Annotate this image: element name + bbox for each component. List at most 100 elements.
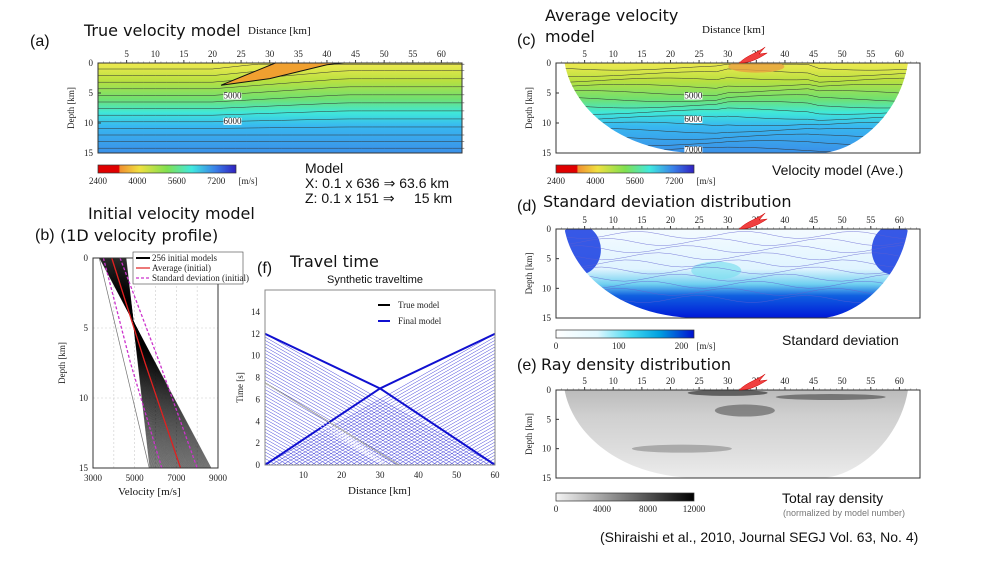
x-tick-label: 5000 — [126, 473, 145, 483]
x-tick-label: 55 — [866, 376, 876, 386]
contour-label: 5000 — [223, 91, 242, 101]
panel-e-frame — [555, 389, 921, 479]
panel-b-plot: 3000 5000 7000 9000 0 5 10 15 Depth [km] 256 init… — [57, 251, 249, 483]
panel-b-xlabel: Velocity [m/s] — [118, 486, 181, 498]
colorbar-tick-label: 2400 — [89, 176, 108, 186]
panel-f-letter: (f) — [257, 260, 273, 277]
panel-a-frame — [97, 62, 463, 154]
y-tick-label: 5 — [547, 414, 552, 424]
panel-e-ylabel: Depth [km] — [524, 413, 534, 455]
colorbar-tick-label: 200 — [675, 341, 689, 351]
final-model-traveltime — [265, 369, 432, 465]
y-tick-label: 12 — [251, 329, 260, 339]
x-tick-label: 25 — [237, 49, 247, 59]
legend-label: Standard deviation (initial) — [152, 273, 249, 283]
initial-model-line — [124, 257, 154, 469]
x-tick-label: 20 — [337, 470, 347, 480]
x-tick-label: 15 — [179, 49, 189, 59]
panel-c-frame — [555, 62, 921, 154]
x-tick-label: 5 — [582, 376, 587, 386]
panel-d-colorbar: 0 100 200 [m/s] — [554, 329, 716, 351]
colorbar-tick-label: 4000 — [593, 504, 612, 514]
x-tick-label: 60 — [895, 376, 905, 386]
final-model-envelope — [265, 332, 495, 465]
panel-c-title-2: model — [545, 27, 595, 46]
model-z: Z: 0.1 x 151 ⇒ 15 km — [305, 190, 453, 206]
colorbar-unit: [m/s] — [697, 176, 716, 186]
x-tick-label: 20 — [666, 215, 676, 225]
x-tick-label: 50 — [380, 49, 390, 59]
x-tick-label: 60 — [437, 49, 447, 59]
contour-label-box — [684, 146, 703, 153]
panel-a-background — [98, 63, 462, 153]
initial-model-line — [116, 257, 172, 469]
x-tick-label: 20 — [666, 49, 676, 59]
panel-d-title: Standard deviation distribution — [543, 192, 792, 211]
x-tick-label: 30 — [723, 376, 733, 386]
x-tick-label: 20 — [208, 49, 218, 59]
x-tick-label: 7000 — [167, 473, 186, 483]
final-model-traveltime — [265, 405, 369, 465]
contour-label-box — [223, 117, 242, 125]
colorbar-unit: [m/s] — [697, 341, 716, 351]
y-tick-label: 10 — [84, 118, 94, 128]
colorbar-gradient — [97, 164, 237, 174]
y-tick-label: 15 — [542, 473, 552, 483]
x-tick-label: 40 — [780, 376, 790, 386]
y-tick-label: 10 — [542, 444, 552, 454]
final-model-traveltime — [265, 336, 490, 465]
panel-d-field — [564, 229, 908, 318]
colorbar-tick-label: 7200 — [665, 176, 684, 186]
final-model-traveltime — [265, 356, 455, 465]
panel-c-colorbar: 2400 4000 5600 7200 [m/s] — [547, 164, 716, 186]
legend-label: 256 initial models — [152, 253, 217, 263]
final-model-traveltime — [265, 340, 484, 465]
panel-a-title: True velocity model — [84, 21, 241, 40]
x-tick-label: 5 — [582, 49, 587, 59]
contour-label-box — [684, 116, 703, 123]
contour-line — [564, 252, 908, 261]
final-model-traveltime — [265, 349, 467, 465]
panel-a-xlabel: Distance [km] — [248, 25, 311, 37]
low-velocity-anomaly — [728, 63, 785, 73]
panel-a-letter: (a) — [30, 33, 50, 50]
colorbar-tick-label: 4000 — [586, 176, 605, 186]
x-tick-label: 15 — [637, 376, 647, 386]
contour-line — [564, 77, 908, 83]
contour-line — [564, 88, 908, 96]
final-model-traveltime — [265, 353, 461, 465]
x-tick-label: 15 — [637, 215, 647, 225]
contour-line — [98, 118, 465, 123]
colorbar-tick-label: 2400 — [547, 176, 566, 186]
x-tick-label: 40 — [322, 49, 332, 59]
panel-f-xlabel: Distance [km] — [348, 485, 411, 497]
initial-model-line — [107, 257, 194, 469]
x-tick-label: 40 — [414, 470, 424, 480]
citation: (Shiraishi et al., 2010, Journal SEGJ Vo… — [600, 529, 919, 545]
ray-density-band — [775, 394, 886, 401]
panel-f-legend: True model Final model — [378, 300, 442, 326]
initial-model-line — [100, 257, 208, 469]
low-velocity-wedge — [220, 62, 345, 86]
contour-line — [564, 238, 908, 246]
y-tick-label: 8 — [256, 373, 261, 383]
y-tick-label: 14 — [251, 307, 261, 317]
contour-line — [564, 273, 908, 282]
x-tick-label: 50 — [838, 49, 848, 59]
panel-a-ylabel: Depth [km] — [66, 87, 76, 129]
y-tick-label: 2 — [256, 438, 261, 448]
x-tick-label: 60 — [491, 470, 501, 480]
y-tick-label: 0 — [89, 58, 94, 68]
x-tick-label: 50 — [838, 376, 848, 386]
contour-label-box — [223, 92, 242, 100]
colorbar-tick-label: 4000 — [128, 176, 147, 186]
x-tick-label: 20 — [666, 376, 676, 386]
x-tick-label: 3000 — [84, 473, 103, 483]
final-model-traveltime — [265, 399, 381, 465]
panel-b-title-1: Initial velocity model — [88, 204, 255, 223]
colorbar-tick-label: 0 — [554, 341, 559, 351]
legend-label: Average (initial) — [152, 263, 211, 273]
